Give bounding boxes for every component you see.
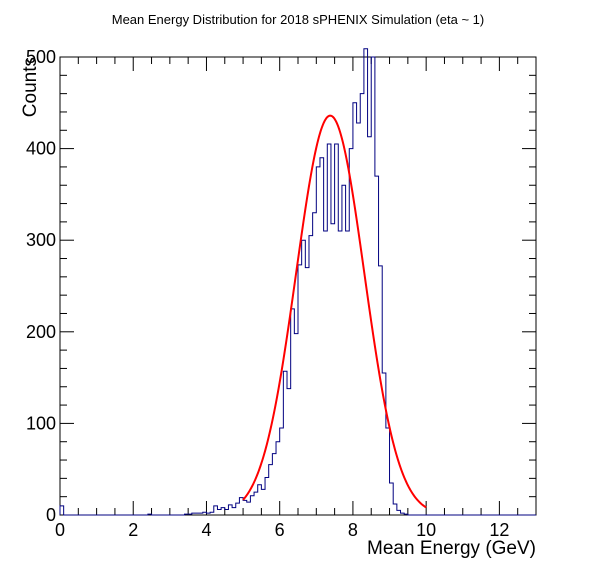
histogram-bin xyxy=(393,504,397,515)
histogram-series-line xyxy=(59,48,536,516)
y-tick-label: 100 xyxy=(26,413,56,433)
x-axis-title: Mean Energy (GeV) xyxy=(367,538,536,559)
histogram-bin xyxy=(192,513,196,515)
histogram-bin xyxy=(203,512,207,515)
histogram-bin xyxy=(265,477,269,515)
histogram-bin xyxy=(320,158,324,515)
histogram-bin xyxy=(225,510,229,515)
histogram-bin xyxy=(221,508,225,515)
x-tick-label: 6 xyxy=(275,520,285,540)
histogram-bin xyxy=(353,103,357,515)
histogram-bin xyxy=(243,500,247,515)
x-tick-label: 10 xyxy=(416,520,436,540)
y-tick-label: 400 xyxy=(26,139,56,159)
x-tick-label: 2 xyxy=(128,520,138,540)
y-tick-label: 300 xyxy=(26,230,56,250)
histogram-bin xyxy=(305,268,309,515)
histogram-bin xyxy=(236,503,240,515)
histogram-bin xyxy=(335,144,339,515)
gaussian-fit-curve xyxy=(242,114,427,509)
x-tick-label: 0 xyxy=(55,520,65,540)
histogram-bin xyxy=(346,231,350,515)
histogram-bin xyxy=(371,57,375,515)
histogram-bin xyxy=(368,137,372,515)
histogram-bin xyxy=(276,442,280,515)
histogram-bin xyxy=(228,505,232,515)
histogram-bin xyxy=(291,309,295,515)
histogram-bin xyxy=(210,512,214,515)
histogram-bin xyxy=(280,428,284,515)
histogram-bin xyxy=(184,514,188,515)
histogram-bin xyxy=(294,334,298,515)
histogram-bin xyxy=(195,513,199,515)
histogram-bin xyxy=(349,149,353,515)
histogram-bin xyxy=(250,496,254,515)
histogram-bin xyxy=(397,510,401,515)
histogram-bin xyxy=(316,167,320,515)
histogram-bin xyxy=(60,506,64,515)
histogram-bin xyxy=(232,508,236,515)
histogram-bins xyxy=(60,49,408,515)
x-tick-label: 12 xyxy=(489,520,509,540)
histogram-bin xyxy=(269,465,273,515)
y-tick-label: 200 xyxy=(26,322,56,342)
histogram-bin xyxy=(401,513,405,515)
histogram-bin xyxy=(148,514,152,515)
x-tick-label: 4 xyxy=(201,520,211,540)
y-axis-title: Counts xyxy=(20,57,41,117)
histogram-bin xyxy=(302,240,306,515)
histogram-bin xyxy=(298,265,302,515)
histogram-bin xyxy=(287,389,291,515)
histogram-bin xyxy=(199,513,203,515)
histogram-bin xyxy=(327,144,331,515)
histogram-bin xyxy=(342,185,346,515)
tick-labels: 0 2 4 6 8 10 12 0 100 200 300 400 500 xyxy=(26,47,509,540)
histogram-bin xyxy=(247,502,251,515)
histogram-bin xyxy=(188,514,192,515)
histogram-bin xyxy=(338,231,342,515)
chart-title: Mean Energy Distribution for 2018 sPHENI… xyxy=(112,12,484,27)
histogram-bin xyxy=(261,489,265,515)
histogram-bin xyxy=(239,498,243,515)
histogram-bin xyxy=(258,485,262,515)
histogram-bin xyxy=(206,513,210,515)
histogram-bin xyxy=(309,236,313,515)
x-tick-label: 8 xyxy=(348,520,358,540)
histogram-bin xyxy=(324,231,328,515)
histogram-bin xyxy=(360,94,364,515)
y-tick-label: 0 xyxy=(46,505,56,525)
histogram-bin xyxy=(390,483,394,515)
histogram-bin xyxy=(331,224,335,515)
histogram-bin xyxy=(313,213,317,515)
histogram-bin xyxy=(283,371,287,515)
histogram-bin xyxy=(386,428,390,515)
histogram-bin xyxy=(357,123,361,515)
axis-ticks xyxy=(59,56,537,516)
histogram-bin xyxy=(214,506,218,515)
y-tick-label: 500 xyxy=(26,47,56,67)
histogram-bin xyxy=(404,514,408,515)
histogram-bin xyxy=(272,454,276,515)
histogram-bin xyxy=(254,492,258,515)
histogram-bin xyxy=(217,510,221,515)
